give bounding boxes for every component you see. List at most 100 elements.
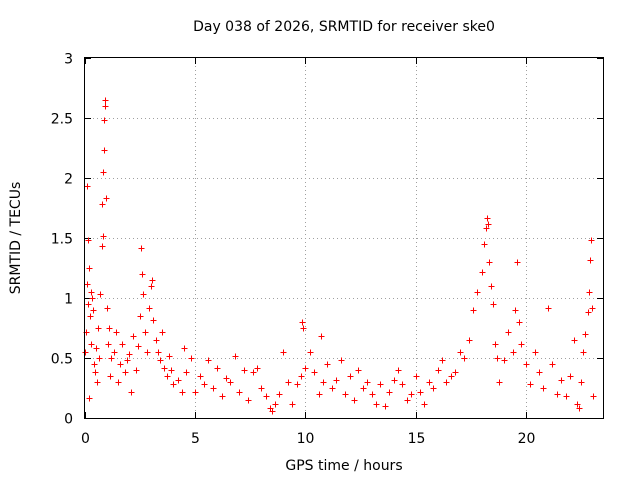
data-point	[122, 369, 129, 376]
y-tick-label: 0	[64, 412, 73, 428]
data-point	[481, 241, 488, 248]
data-point	[245, 397, 252, 404]
data-point	[494, 355, 501, 362]
data-point	[164, 373, 171, 380]
data-point	[108, 355, 115, 362]
data-point	[272, 401, 279, 408]
data-point	[523, 361, 530, 368]
data-point	[567, 373, 574, 380]
data-point	[250, 369, 257, 376]
data-point	[99, 243, 106, 250]
data-point	[128, 389, 135, 396]
data-point	[514, 259, 521, 266]
data-point	[179, 389, 186, 396]
data-point	[91, 361, 98, 368]
data-point	[486, 259, 493, 266]
data-point	[516, 319, 523, 326]
data-point	[474, 289, 481, 296]
data-point	[554, 391, 561, 398]
data-point	[329, 385, 336, 392]
data-point	[479, 269, 486, 276]
data-point	[82, 349, 89, 356]
data-point	[115, 379, 122, 386]
data-point	[92, 369, 99, 376]
data-point	[88, 289, 95, 296]
data-point	[545, 305, 552, 312]
data-point	[84, 183, 91, 190]
data-point	[324, 361, 331, 368]
data-point	[124, 357, 131, 364]
data-point	[232, 353, 239, 360]
data-point	[483, 225, 490, 232]
x-tick-label: 15	[408, 431, 426, 447]
data-point	[276, 391, 283, 398]
chart-title: Day 038 of 2026, SRMTID for receiver ske…	[193, 19, 495, 35]
data-point	[197, 373, 204, 380]
data-point	[549, 361, 556, 368]
plot-frame	[84, 57, 604, 419]
data-point	[578, 379, 585, 386]
data-point	[84, 281, 91, 288]
data-point	[159, 329, 166, 336]
data-point	[355, 367, 362, 374]
data-point	[144, 349, 151, 356]
y-tick-label: 0.5	[51, 352, 73, 368]
data-point	[142, 329, 149, 336]
data-point	[175, 377, 182, 384]
data-point	[382, 403, 389, 410]
data-point	[85, 301, 92, 308]
data-point	[100, 233, 107, 240]
data-point	[452, 369, 459, 376]
data-point	[106, 325, 113, 332]
data-point	[580, 349, 587, 356]
data-point	[585, 309, 592, 316]
data-point	[88, 341, 95, 348]
data-point	[404, 397, 411, 404]
data-point	[105, 341, 112, 348]
data-point	[576, 405, 583, 412]
data-point	[586, 289, 593, 296]
data-point	[527, 381, 534, 388]
data-point	[236, 389, 243, 396]
data-point	[589, 305, 596, 312]
data-point	[97, 291, 104, 298]
data-point	[86, 395, 93, 402]
data-point	[135, 343, 142, 350]
data-point	[466, 337, 473, 344]
data-point	[492, 341, 499, 348]
data-point	[571, 337, 578, 344]
data-point	[183, 369, 190, 376]
y-tick-label: 3	[64, 52, 73, 68]
data-point	[210, 385, 217, 392]
data-point	[280, 349, 287, 356]
data-point	[496, 379, 503, 386]
x-tick-label: 5	[191, 431, 200, 447]
data-point	[100, 169, 107, 176]
data-point	[318, 333, 325, 340]
data-point	[311, 369, 318, 376]
data-point	[347, 373, 354, 380]
data-point	[188, 355, 195, 362]
data-point	[457, 349, 464, 356]
data-point	[181, 345, 188, 352]
data-point	[484, 215, 491, 222]
data-point	[140, 291, 147, 298]
data-point	[85, 237, 92, 244]
data-point	[588, 237, 595, 244]
data-point	[93, 345, 100, 352]
data-point	[111, 349, 118, 356]
data-point	[421, 401, 428, 408]
data-point	[104, 305, 111, 312]
data-point	[254, 365, 261, 372]
data-point	[448, 373, 455, 380]
data-point	[205, 357, 212, 364]
data-point	[505, 329, 512, 336]
data-point	[510, 349, 517, 356]
data-point	[113, 329, 120, 336]
data-point	[300, 325, 307, 332]
x-axis-label: GPS time / hours	[285, 458, 402, 474]
ticks	[85, 58, 603, 419]
data-point	[532, 349, 539, 356]
data-point	[377, 381, 384, 388]
data-point	[219, 393, 226, 400]
